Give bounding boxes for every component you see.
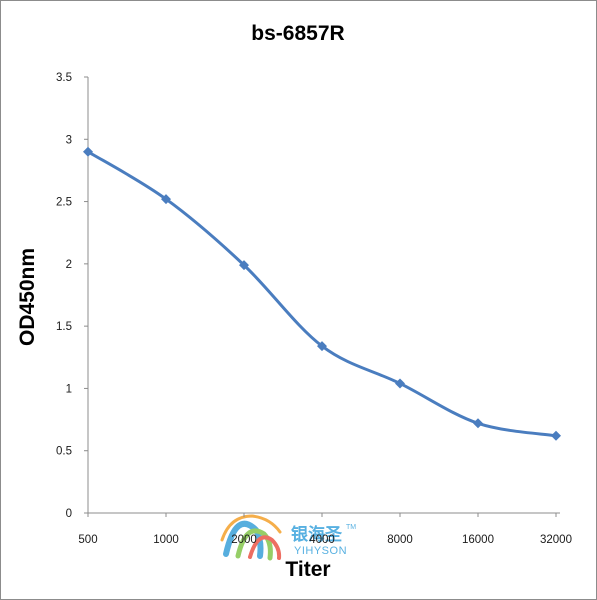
- data-point-marker: [551, 430, 561, 441]
- x-tick-label: 2000: [231, 534, 257, 546]
- chart-title: bs-6857R: [251, 22, 344, 45]
- data-point-marker: [473, 418, 483, 429]
- brand-name-en: YIHYSON: [294, 545, 347, 557]
- data-point-marker: [395, 378, 405, 389]
- y-tick-label: 3: [66, 134, 72, 146]
- data-point-marker: [161, 194, 171, 205]
- y-tick-label: 0: [66, 508, 72, 520]
- brand-name-cn: 银海圣: [291, 524, 343, 545]
- x-tick-label: 16000: [462, 534, 494, 546]
- series-line: [87, 150, 557, 438]
- data-point-marker: [317, 341, 327, 352]
- y-tick-label: 3.5: [56, 72, 72, 84]
- brand-logo-icon: [220, 514, 282, 561]
- brand-trademark: TM: [346, 524, 356, 531]
- y-axis-title: OD450nm: [16, 248, 39, 346]
- y-axis-ticks: 0 0.5 1 1.5 2 2.5 3 3.5: [56, 72, 88, 520]
- data-point-marker: [83, 146, 93, 157]
- x-tick-label: 8000: [387, 534, 413, 546]
- data-point-marker: [239, 260, 249, 271]
- x-axis-title: Titer: [285, 558, 330, 581]
- x-tick-label: 1000: [153, 534, 179, 546]
- y-tick-label: 1.5: [56, 321, 72, 333]
- brand-watermark: 银海圣 TM YIHYSON: [220, 514, 356, 561]
- y-tick-label: 2: [66, 259, 72, 271]
- x-tick-label: 4000: [309, 534, 335, 546]
- y-tick-label: 2.5: [56, 197, 72, 209]
- y-tick-label: 0.5: [56, 446, 72, 458]
- series-markers: [83, 146, 561, 441]
- x-tick-label: 32000: [540, 534, 572, 546]
- y-tick-label: 1: [66, 383, 72, 395]
- x-axis-ticks: 500 1000 2000 4000 8000 16000 32000: [78, 513, 572, 546]
- series-line-group: [87, 150, 557, 438]
- x-tick-label: 500: [78, 534, 97, 546]
